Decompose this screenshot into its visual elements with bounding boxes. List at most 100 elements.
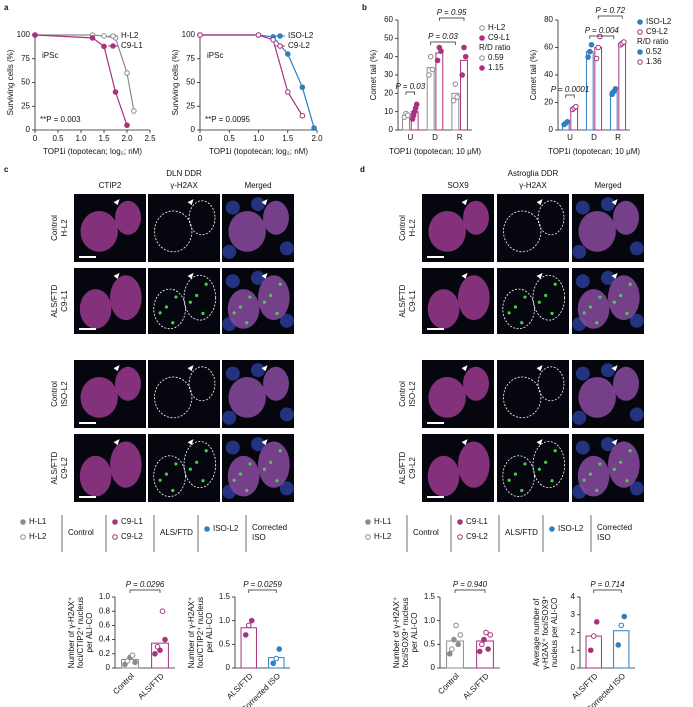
nucleus <box>258 441 290 488</box>
legend-label: H-L1 <box>374 517 392 526</box>
y-tick-label: 100 <box>17 30 31 39</box>
y-axis-label: foci/CTIP2⁺ nucleus <box>76 597 85 668</box>
bracket <box>430 41 456 45</box>
y-tick-label: 10 <box>384 107 393 116</box>
nucleus <box>80 211 118 252</box>
y-tick-label: 80 <box>544 15 553 24</box>
data-point <box>452 81 459 87</box>
dapi-blob <box>575 440 590 455</box>
data-point <box>299 84 306 91</box>
data-point <box>453 622 459 629</box>
foci <box>582 311 586 315</box>
foci <box>245 321 249 325</box>
column-header: γ-H2AX <box>170 181 198 190</box>
foci <box>550 311 554 316</box>
nucleus-outline <box>532 441 566 489</box>
series-line <box>35 34 135 112</box>
foci <box>278 449 282 453</box>
dapi-blob <box>251 197 265 212</box>
legend-label: C9-L2 <box>288 41 310 50</box>
nucleus <box>227 289 260 329</box>
data-point <box>299 112 306 119</box>
foci <box>598 462 602 466</box>
y-tick-label: 50 <box>384 33 393 42</box>
group-label: ISO <box>252 533 266 542</box>
legend-marker <box>112 519 118 525</box>
y-tick-label: 0.4 <box>99 635 111 644</box>
foci <box>195 293 199 298</box>
row-label: ALS/FTD <box>398 284 407 317</box>
nucleus <box>80 377 118 418</box>
y-axis-label: foci/SOX9⁺ nucleus <box>401 597 410 667</box>
y-tick-label: 0.8 <box>99 606 111 615</box>
foci <box>537 467 541 471</box>
foci <box>262 467 266 471</box>
y-tick-label: 25 <box>186 101 195 110</box>
arrowhead <box>187 272 194 279</box>
dapi-blob <box>629 241 644 256</box>
data-point <box>429 66 436 73</box>
arrowhead <box>611 199 618 206</box>
data-point <box>587 647 594 654</box>
foci <box>201 479 205 483</box>
data-point <box>564 118 571 125</box>
data-point <box>449 646 455 652</box>
foci <box>262 300 266 304</box>
bar <box>585 635 602 669</box>
data-point <box>311 125 317 131</box>
data-point <box>446 651 453 657</box>
foci <box>195 460 199 464</box>
foci <box>588 472 593 476</box>
foci <box>625 479 629 483</box>
arrowhead <box>536 439 543 446</box>
foci <box>628 449 632 453</box>
legend-marker <box>637 59 643 65</box>
y-axis-label: Number of γ-H2AX⁺ <box>187 597 196 668</box>
micrograph <box>148 194 220 262</box>
data-point <box>585 54 591 60</box>
data-point <box>618 622 625 629</box>
data-point <box>461 44 467 51</box>
foci <box>520 321 524 325</box>
y-tick-label: 0 <box>226 663 231 672</box>
legend-marker <box>479 65 485 71</box>
nucleus <box>263 366 289 401</box>
foci <box>553 449 557 453</box>
legend-label: ISO-L2 <box>288 31 314 40</box>
data-point <box>270 36 276 43</box>
y-tick-label: 0 <box>571 663 576 672</box>
nucleus <box>79 455 112 497</box>
data-point <box>162 636 168 643</box>
y-tick-label: 0.6 <box>99 621 111 630</box>
data-point <box>483 629 489 636</box>
x-tick-label: 1.0 <box>75 134 87 143</box>
foci <box>619 293 623 298</box>
bar <box>451 92 460 131</box>
row-label: ALS/FTD <box>398 451 407 484</box>
arrowhead <box>113 272 120 279</box>
foci <box>544 293 548 298</box>
arrowhead <box>187 439 194 446</box>
data-point <box>434 57 441 64</box>
dapi-blob <box>575 366 590 381</box>
row-label: Control <box>398 215 407 241</box>
data-point <box>485 646 491 652</box>
dapi-blob <box>225 200 240 215</box>
arrowhead <box>261 365 268 372</box>
panel-label: a <box>4 3 9 12</box>
y-tick-label: 100 <box>182 30 196 39</box>
nucleus-outline <box>532 274 566 321</box>
column-header: γ-H2AX <box>519 181 547 190</box>
y-tick-label: 0 <box>389 125 394 134</box>
legend-label: H-L2 <box>488 23 506 32</box>
y-axis-label: per ALI-CO <box>410 612 419 652</box>
data-point <box>481 636 487 643</box>
data-point <box>621 39 627 45</box>
foci <box>171 488 175 493</box>
legend-label: C9-L1 <box>466 517 488 526</box>
nucleus <box>228 211 266 252</box>
legend-title: R/D ratio <box>637 37 669 46</box>
foci <box>164 305 169 309</box>
y-tick-label: 0 <box>431 663 436 672</box>
legend-marker <box>204 526 210 532</box>
